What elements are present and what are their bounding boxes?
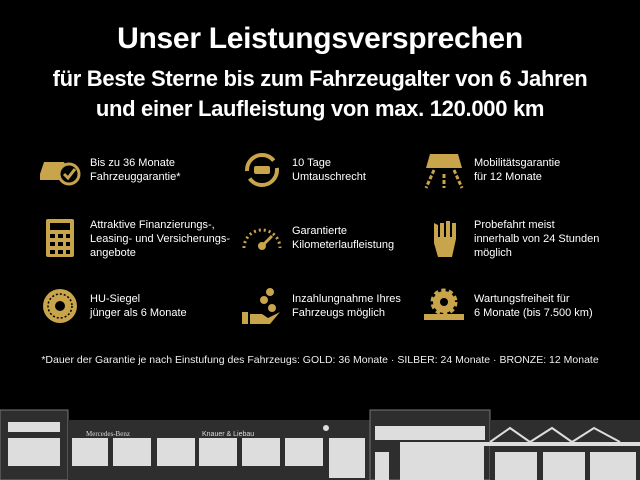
speedometer-icon [242,228,282,250]
feature-maintenance: Wartungsfreiheit für 6 Monate (bis 7.500… [422,286,622,326]
feature-financing: Attraktive Finanzierungs-, Leasing- und … [38,218,238,260]
feature-mobility: Mobilitätsgarantie für 12 Monate [422,150,622,190]
feature-text: Mobilitätsgarantie für 12 Monate [474,157,561,183]
sign-knauer-liebau: Knauer & Liebau [202,431,254,438]
feature-tradein: Inzahlungnahme Ihres Fahrzeugs möglich [240,286,440,326]
feature-text: Inzahlungnahme Ihres Fahrzeugs möglich [292,293,401,319]
car-road-icon [424,154,464,189]
feature-text: Attraktive Finanzierungs-, Leasing- und … [90,219,231,259]
feature-testdrive: Probefahrt meist innerhalb von 24 Stunde… [422,218,622,260]
car-check-icon [40,162,81,186]
feature-hu: HU-Siegel jünger als 6 Monate [38,286,238,326]
feature-exchange: 10 Tage Umtauschrecht [240,150,440,190]
subtitle-line-2: und einer Laufleistung von max. 120.000 … [95,96,545,121]
feature-text: Wartungsfreiheit für 6 Monate (bis 7.500… [474,293,593,319]
seal-icon [43,289,77,323]
feature-text: Bis zu 36 Monate Fahrzeuggarantie* [90,157,181,183]
footnote: *Dauer der Garantie je nach Einstufung d… [41,354,599,366]
feature-mileage: Garantierte Kilometerlaufleistung [240,218,440,258]
feature-text: Garantierte Kilometerlaufleistung [292,225,395,251]
gear-wrench-icon [424,288,464,320]
car-exchange-icon [245,153,279,187]
page-title: Unser Leistungsversprechen [117,22,523,55]
dealership-building-illustration: Mercedes-Benz Knauer & Liebau [0,409,640,480]
calculator-icon [46,219,74,257]
sign-mercedes-benz: Mercedes-Benz [86,430,130,438]
feature-warranty: Bis zu 36 Monate Fahrzeuggarantie* [38,150,238,190]
feature-text: HU-Siegel jünger als 6 Monate [90,293,187,319]
hand-coins-icon [242,288,280,324]
subtitle-line-1: für Beste Sterne bis zum Fahrzeugalter v… [52,66,588,91]
feature-text: Probefahrt meist innerhalb von 24 Stunde… [474,219,600,259]
feature-text: 10 Tage Umtauschrecht [292,157,366,183]
hand-key-icon [434,221,456,257]
